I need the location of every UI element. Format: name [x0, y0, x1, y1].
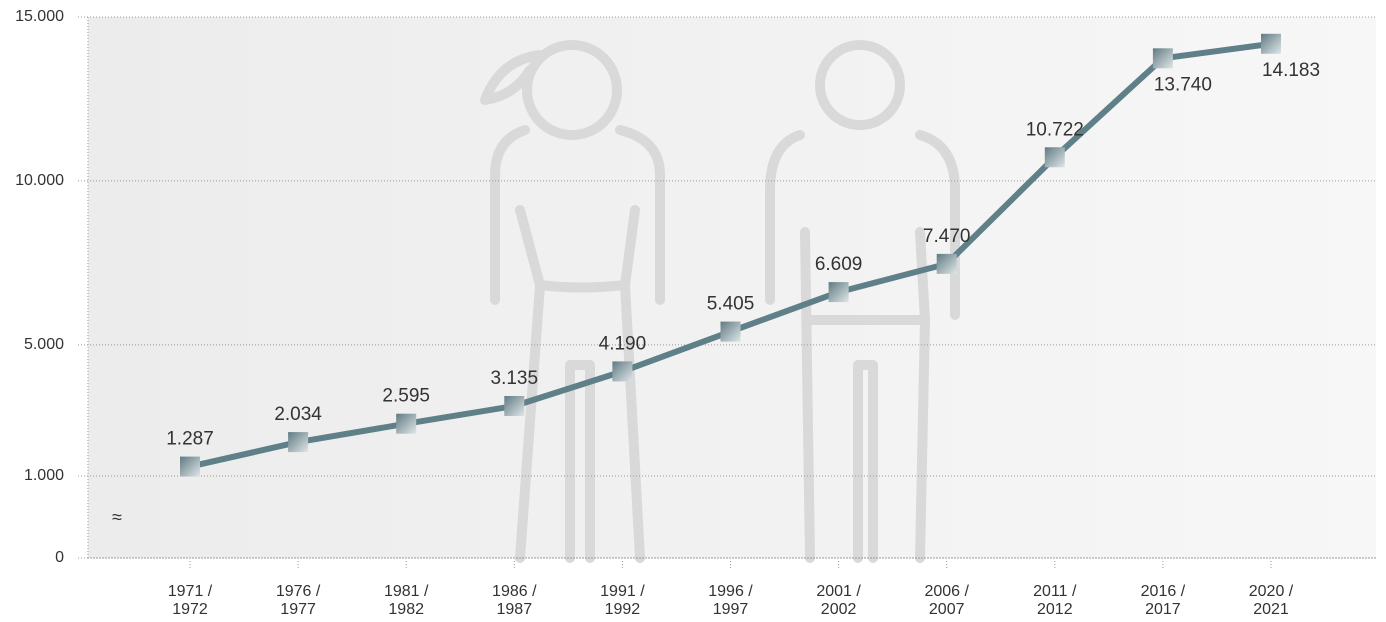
- y-tick-label: 10.000: [15, 172, 64, 189]
- marker: [720, 321, 741, 342]
- marker: [180, 456, 200, 477]
- marker: [828, 282, 849, 303]
- marker: [612, 361, 633, 382]
- silhouettes: [480, 40, 960, 563]
- x-tick-label: 1996 /1997: [708, 583, 753, 618]
- x-tick-label: 1976 /1977: [276, 583, 321, 618]
- y-tick-label: 15.000: [15, 8, 64, 25]
- value-label: 4.190: [599, 333, 647, 354]
- y-tick-label: 5.000: [24, 336, 64, 353]
- value-label: 1.287: [166, 429, 214, 450]
- marker: [504, 396, 525, 417]
- marker: [936, 253, 957, 274]
- marker: [396, 413, 417, 434]
- x-tick-label: 1986 /1987: [492, 583, 537, 618]
- marker: [1261, 33, 1281, 54]
- value-label: 2.034: [274, 404, 322, 425]
- value-label: 6.609: [815, 254, 863, 275]
- plot-area: [88, 17, 1376, 558]
- value-label: 2.595: [382, 386, 430, 407]
- value-label: 13.740: [1154, 74, 1212, 95]
- marker: [288, 432, 309, 453]
- x-tick-label: 1991 /1992: [600, 583, 645, 618]
- y-tick-label: 1.000: [24, 467, 64, 484]
- x-tick-label: 2001 /2002: [816, 583, 861, 618]
- marker: [1044, 147, 1065, 168]
- x-tick-label: 2006 /2007: [924, 583, 969, 618]
- y-tick-label: 0: [55, 549, 64, 566]
- x-tick-label: 2016 /2017: [1141, 583, 1186, 618]
- value-label: 7.470: [923, 226, 971, 247]
- x-tick-label: 1981 /1982: [384, 583, 429, 618]
- axis-break: ≈: [112, 507, 122, 527]
- value-label: 5.405: [707, 294, 755, 315]
- x-tick-label: 2020 /2021: [1249, 583, 1294, 618]
- marker: [1152, 48, 1173, 69]
- x-tick-label: 2011 /2012: [1033, 583, 1077, 618]
- value-label: 14.183: [1262, 60, 1320, 81]
- value-label: 3.135: [491, 368, 539, 389]
- value-label: 10.722: [1026, 119, 1084, 140]
- x-tick-label: 1971 /1972: [168, 583, 213, 618]
